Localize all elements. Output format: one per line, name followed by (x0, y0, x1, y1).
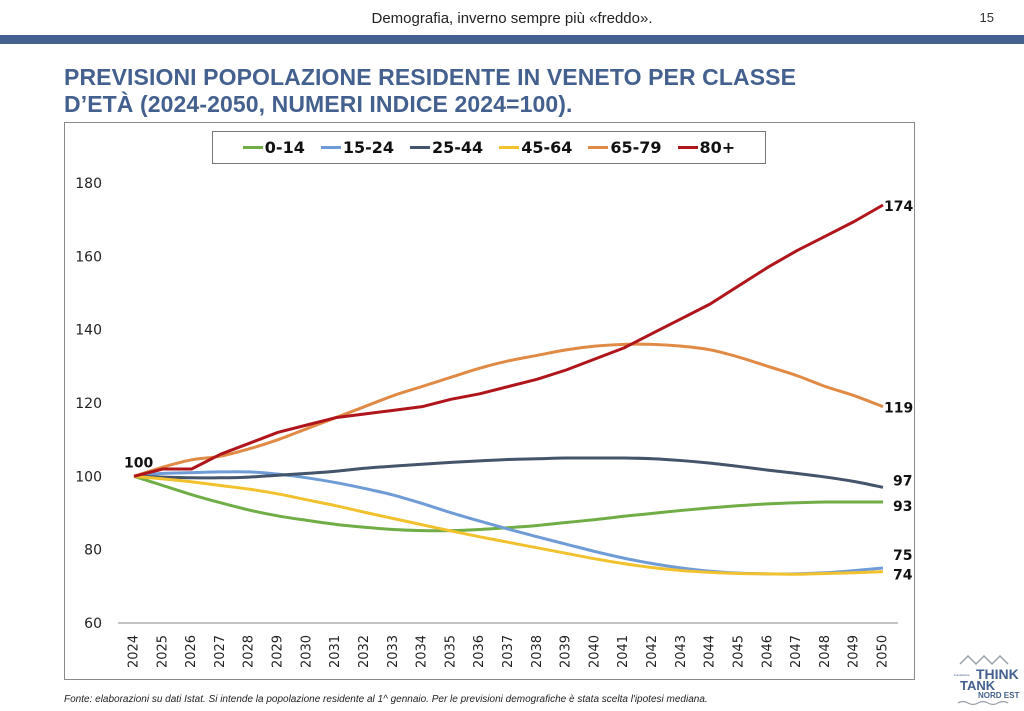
series-line-25-44 (133, 456, 884, 489)
legend-item-0-14: 0-14 (242, 138, 305, 157)
series-line-45-64 (133, 474, 884, 576)
x-tick-label: 2028 (242, 635, 257, 668)
legend-item-45-64: 45-64 (499, 138, 572, 157)
x-tick-label: 2037 (501, 635, 516, 668)
x-tick-label: 2036 (472, 635, 487, 668)
end-label-25-44: 97 (893, 473, 912, 489)
think-tank-logo: Fondazione THINK TANK NORD EST (950, 650, 1020, 706)
y-tick-label: 80 (84, 543, 102, 559)
header-bar (0, 35, 1024, 44)
logo-graphic: Fondazione THINK TANK NORD EST (954, 654, 1019, 706)
legend-swatch (242, 146, 263, 149)
x-tick-label: 2027 (213, 635, 228, 668)
y-tick-label: 160 (75, 249, 102, 265)
source-footnote: Fonte: elaborazioni su dati Istat. Si in… (64, 694, 708, 705)
legend-label: 80+ (699, 138, 736, 157)
x-tick-label: 2048 (818, 635, 833, 668)
x-tick-label: 2025 (155, 635, 170, 668)
x-tick-label: 2049 (847, 635, 862, 668)
x-axis: 2024 2025 2026 2027 2028 2029 2030 2031 2032 2033… (127, 635, 891, 668)
logo-line1: THINK (976, 666, 1019, 682)
x-tick-label: 2047 (789, 635, 804, 668)
logo-line2: TANK (960, 678, 996, 693)
data-labels: 93 75 97 74 119 174 100 (124, 199, 913, 584)
logo-mountains-icon (959, 654, 1009, 666)
x-tick-label: 2039 (559, 635, 574, 668)
x-tick-label: 2031 (328, 635, 343, 668)
slide-title-line1: PREVISIONI POPOLAZIONE RESIDENTE IN VENE… (64, 64, 797, 90)
logo-line3: NORD EST (978, 691, 1019, 700)
x-tick-label: 2045 (731, 635, 746, 668)
series-lines (133, 203, 884, 576)
x-tick-label: 2033 (386, 635, 401, 668)
x-tick-label: 2034 (415, 635, 430, 668)
end-label-65-79: 119 (884, 401, 913, 417)
x-tick-label: 2042 (645, 635, 660, 668)
legend-item-80+: 80+ (677, 138, 736, 157)
legend-item-65-79: 65-79 (588, 138, 662, 157)
y-tick-label: 100 (75, 469, 102, 485)
x-tick-label: 2035 (443, 635, 458, 668)
logo-wave-icon (957, 700, 1009, 706)
x-tick-label: 2043 (674, 635, 689, 668)
start-annotation: 100 (124, 455, 153, 471)
legend-label: 45-64 (521, 138, 573, 157)
x-tick-label: 2050 (876, 635, 891, 668)
legend-label: 65-79 (610, 138, 662, 157)
legend-swatch (410, 146, 431, 149)
y-tick-label: 120 (75, 396, 102, 412)
legend-swatch (588, 146, 609, 149)
end-label-45-64: 74 (893, 568, 913, 584)
y-tick-label: 60 (84, 616, 102, 632)
legend-item-25-44: 25-44 (410, 138, 483, 157)
x-tick-label: 2041 (616, 635, 631, 668)
x-tick-label: 2030 (299, 635, 314, 668)
legend-label: 0-14 (264, 138, 305, 157)
x-tick-label: 2038 (530, 635, 545, 668)
slide-title-line2: D’ETÀ (2024-2050, NUMERI INDICE 2024=100… (64, 91, 573, 117)
x-tick-label: 2046 (760, 635, 775, 668)
legend-label: 25-44 (432, 138, 484, 157)
end-label-15-24: 75 (893, 548, 912, 564)
chart-frame (64, 122, 915, 680)
header-title: Demografia, inverno sempre più «freddo». (371, 10, 653, 27)
x-tick-label: 2032 (357, 635, 372, 668)
x-tick-label: 2024 (127, 635, 142, 668)
x-tick-label: 2044 (703, 635, 718, 668)
series-line-65-79 (133, 342, 884, 478)
x-tick-label: 2029 (271, 635, 286, 668)
x-tick-label: 2040 (587, 635, 602, 668)
slide-title: PREVISIONI POPOLAZIONE RESIDENTE IN VENE… (64, 64, 964, 118)
series-line-80+ (133, 203, 884, 478)
y-axis: 60 80 100 120 140 160 180 (75, 176, 898, 632)
legend-swatch (499, 146, 520, 149)
page-number: 15 (979, 10, 994, 25)
legend-label: 15-24 (342, 138, 395, 157)
legend-swatch (320, 146, 341, 149)
legend-item-15-24: 15-24 (320, 138, 395, 157)
chart-legend: 0-14 15-24 25-44 45-64 65-79 80+ (212, 131, 766, 164)
logo-small-text: Fondazione (954, 673, 970, 677)
series-line-15-24 (133, 470, 884, 576)
y-tick-label: 180 (75, 176, 102, 192)
end-label-0-14: 93 (893, 499, 912, 515)
series-line-0-14 (133, 474, 883, 533)
x-tick-label: 2026 (184, 635, 199, 668)
end-label-80+: 174 (884, 199, 913, 215)
legend-swatch (677, 146, 698, 149)
y-tick-label: 140 (75, 323, 102, 339)
